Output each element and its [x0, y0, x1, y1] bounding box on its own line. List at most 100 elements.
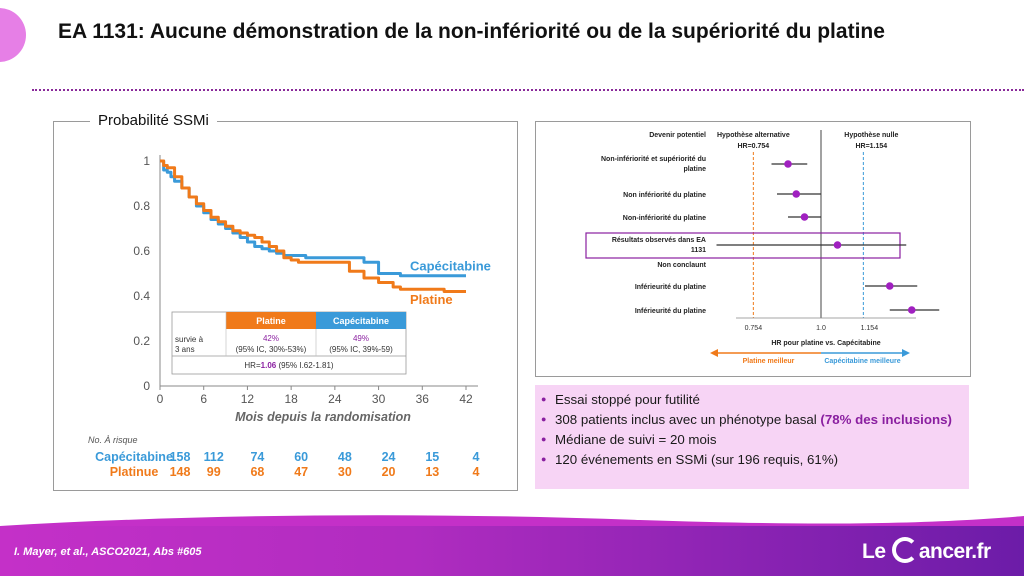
at-risk-value: 48 — [338, 450, 352, 464]
forest-header-alt: Hypothèse alternative — [717, 132, 790, 139]
at-risk-value: 15 — [425, 450, 439, 464]
km-chart: 0 0.2 0.4 0.6 0.8 1 0 6 12 18 24 30 36 42 Mois depuis … — [88, 154, 491, 479]
forest-x-tick-label: 1.0 — [816, 325, 826, 332]
decorative-corner-circle — [0, 8, 26, 62]
km-y-tick-label: 0.8 — [133, 199, 150, 213]
forest-x-axis-title: HR pour platine vs. Capécitabine — [771, 340, 880, 347]
at-risk-title: No. À risque — [88, 435, 138, 445]
at-risk-row-label: Capécitabine — [95, 450, 173, 464]
citation: I. Mayer, et al., ASCO2021, Abs #605 — [14, 546, 202, 558]
km-x-tick-label: 12 — [241, 392, 255, 406]
km-line-platine — [160, 159, 466, 293]
at-risk-value: 68 — [250, 465, 264, 479]
key-point-text: Médiane de suivi = 20 mois — [555, 432, 717, 447]
km-x-tick-label: 0 — [157, 392, 164, 406]
logo-c-icon — [891, 537, 918, 563]
at-risk-value: 4 — [473, 450, 480, 464]
forest-point — [885, 282, 894, 290]
forest-row-label: Non infériorité du platine — [623, 192, 706, 199]
key-point-highlight: (78% des inclusions) — [820, 412, 952, 427]
at-risk-value: 24 — [382, 450, 396, 464]
km-x-tick-label: 6 — [200, 392, 207, 406]
at-risk-value: 47 — [294, 465, 308, 479]
km-x-axis-title: Mois depuis la randomisation — [235, 410, 411, 424]
inset-hr: HR=1.06 (95% I.62-1.81) — [244, 361, 334, 370]
km-panel-title: Probabilité SSMi — [90, 112, 217, 129]
km-x-tick-label: 36 — [416, 392, 430, 406]
forest-row-label: Inférieurité du platine — [635, 284, 706, 291]
at-risk-value: 30 — [338, 465, 352, 479]
logo-suffix: ancer.fr — [918, 540, 991, 563]
forest-header-alt-hr: HR=0.754 — [737, 143, 769, 150]
inset-capecitabine-ci: (95% IC, 39%-59) — [329, 345, 393, 354]
forest-arrow-right-head-icon — [902, 349, 910, 357]
at-risk-value: 20 — [382, 465, 396, 479]
inset-platine-ci: (95% IC, 30%-53%) — [236, 345, 307, 354]
forest-row-label: Inférieurité du platine — [635, 308, 706, 315]
inset-header-capecitabine-bg — [316, 312, 406, 329]
key-points-box: Essai stoppé pour futilité 308 patients i… — [535, 385, 969, 489]
forest-point — [833, 241, 842, 249]
forest-row-label: Résultats observés dans EA — [612, 237, 706, 244]
at-risk-value: 4 — [473, 465, 480, 479]
forest-arrow-left-label: Platine meilleur — [743, 358, 795, 365]
at-risk-value: 60 — [294, 450, 308, 464]
km-series-label-capecitabine: Capécitabine — [410, 259, 491, 274]
forest-sub-label: Non conclaunt — [657, 262, 706, 269]
inset-header-platine-bg — [226, 312, 316, 329]
forest-header-null: Hypothèse nulle — [844, 132, 898, 139]
inset-header-capecitabine: Capécitabine — [333, 316, 389, 326]
km-y-tick-label: 0.6 — [133, 244, 150, 258]
km-panel: Probabilité SSMi 0 0.2 0.4 0.6 0.8 1 0 6 12 18 24 3… — [53, 112, 518, 491]
forest-point — [792, 190, 801, 198]
at-risk-value: 74 — [250, 450, 264, 464]
title-divider — [32, 89, 1024, 91]
forest-point — [800, 213, 809, 221]
km-series-label-platine: Platine — [410, 292, 453, 307]
km-y-tick-label: 0 — [143, 379, 150, 393]
key-point-text: Essai stoppé pour futilité — [555, 392, 700, 407]
km-y-tick-label: 0.4 — [133, 289, 150, 303]
key-points-list: Essai stoppé pour futilité 308 patients i… — [535, 385, 969, 468]
at-risk-value: 158 — [170, 450, 191, 464]
forest-row-label-cont: 1131 — [691, 247, 706, 254]
forest-point — [907, 306, 916, 314]
key-point: 308 patients inclus avec un phénotype ba… — [541, 411, 959, 428]
key-point: Essai stoppé pour futilité — [541, 391, 959, 408]
site-logo: Le ancer.fr — [862, 537, 991, 564]
forest-chart: Devenir potentiel Hypothèse alternative HR… — [585, 130, 940, 365]
logo-prefix: Le — [862, 540, 891, 563]
key-point-text: 308 patients inclus avec un phénotype ba… — [555, 412, 821, 427]
forest-arrow-left-head-icon — [710, 349, 718, 357]
forest-panel: Devenir potentiel Hypothèse alternative HR… — [535, 121, 971, 377]
key-point: 120 événements en SSMi (sur 196 requis, … — [541, 451, 959, 468]
key-point: Médiane de suivi = 20 mois — [541, 431, 959, 448]
inset-row-label-cont: 3 ans — [175, 345, 195, 354]
at-risk-row-label: Platinue — [110, 465, 159, 479]
km-y-tick-label: 0.2 — [133, 334, 150, 348]
slide-title: EA 1131: Aucune démonstration de la non-… — [58, 20, 885, 43]
forest-point — [784, 160, 792, 168]
inset-header-platine: Platine — [256, 316, 286, 326]
forest-header-null-hr: HR=1.154 — [855, 143, 887, 150]
km-x-tick-label: 30 — [372, 392, 386, 406]
km-x-tick-label: 24 — [328, 392, 342, 406]
forest-x-tick-label: 0.754 — [745, 325, 763, 332]
km-x-tick-label: 42 — [459, 392, 473, 406]
at-risk-value: 112 — [204, 450, 224, 464]
at-risk-value: 148 — [170, 465, 191, 479]
at-risk-value: 13 — [425, 465, 439, 479]
inset-row-label: survie à — [175, 335, 204, 344]
key-point-text: 120 événements en SSMi (sur 196 requis, … — [555, 452, 839, 467]
footer-bar — [0, 526, 1024, 576]
forest-x-tick-label: 1.154 — [861, 325, 879, 332]
km-x-tick-label: 18 — [284, 392, 298, 406]
forest-row-label: Non-infériorité du platine — [623, 215, 706, 222]
inset-platine-value: 42% — [263, 334, 279, 343]
forest-arrow-right-label: Capécitabine meilleure — [824, 358, 900, 365]
forest-row-label: Non-infériorité et supériorité du — [601, 156, 706, 163]
forest-header-outcome: Devenir potentiel — [649, 132, 706, 139]
km-y-tick-label: 1 — [143, 154, 150, 168]
inset-capecitabine-value: 49% — [353, 334, 369, 343]
at-risk-value: 99 — [207, 465, 221, 479]
